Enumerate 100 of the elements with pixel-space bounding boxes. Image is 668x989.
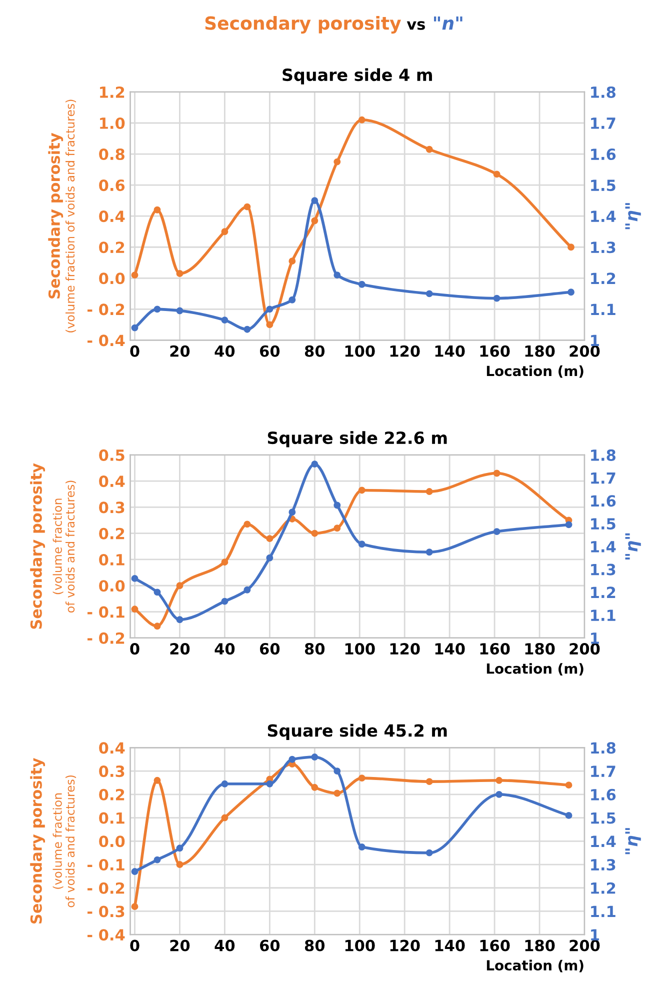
y-tick-label: 0.3 (99, 766, 124, 778)
y-tick-label: 0.1 (99, 554, 124, 566)
y2-tick-label: 1.1 (591, 906, 616, 918)
point (358, 540, 366, 548)
y-tick-label: - 0.4 (88, 334, 125, 346)
y-tick-label: 0.0 (99, 836, 125, 848)
point (266, 321, 274, 328)
point (244, 520, 251, 528)
point (221, 598, 228, 605)
y2-axis-title: "η" (625, 203, 641, 230)
point (266, 554, 274, 562)
y2-tick-label: 1 (591, 929, 599, 940)
point (176, 616, 184, 624)
y2-tick-label: 1.4 (591, 210, 616, 222)
point (493, 170, 500, 178)
point (334, 502, 341, 509)
y-tick-label: 1.2 (100, 86, 124, 98)
x-tick-label: 40 (214, 940, 235, 952)
x-tick-label: 120 (390, 643, 420, 655)
point (154, 588, 161, 596)
y2-tick-label: 1.5 (591, 180, 616, 192)
y-tick-label: 1.0 (100, 117, 125, 130)
x-tick-label: 20 (170, 345, 190, 357)
y-tick-label: - 0.2 (88, 632, 124, 644)
point (221, 814, 228, 822)
point (311, 197, 318, 204)
y2-tick-label: 1.1 (591, 304, 616, 315)
point (221, 228, 228, 236)
y-tick-label: 0.4 (99, 210, 125, 222)
x-tick-label: 160 (480, 940, 510, 952)
y2-axis-title: "η" (625, 828, 641, 854)
y-tick-label: 0.2 (99, 242, 124, 254)
point (176, 582, 184, 590)
point (426, 290, 433, 298)
y-tick-label: 0.6 (99, 180, 125, 192)
point (493, 470, 500, 477)
point (334, 790, 341, 797)
point (176, 861, 184, 868)
y2-tick-label: 1.6 (591, 148, 616, 160)
x-tick-label: 180 (525, 345, 555, 357)
x-tick-label: 0 (130, 940, 140, 952)
x-tick-label: 20 (170, 643, 190, 655)
x-tick-label: 40 (214, 643, 235, 655)
point (496, 776, 503, 784)
y-tick-label: 0.3 (99, 502, 124, 514)
point (565, 521, 572, 528)
point (176, 307, 184, 314)
y2-tick-label: 1.3 (591, 564, 616, 576)
chart-title: Square side 45.2 m (268, 724, 447, 740)
x-tick-label: 100 (345, 643, 375, 655)
y2-tick-label: 1.2 (591, 586, 616, 598)
x-axis-title: Location (m) (486, 365, 584, 378)
point (288, 258, 296, 265)
x-tick-label: 40 (214, 345, 235, 357)
point (288, 756, 296, 763)
point (358, 116, 366, 124)
y-tick-label: 0.5 (99, 449, 124, 461)
point (358, 774, 366, 782)
y-tick-label: 0.2 (99, 528, 124, 540)
point (311, 217, 318, 224)
x-tick-label: 0 (130, 643, 140, 655)
point (334, 272, 341, 279)
y-axis-title: Secondary porosity (volume fraction of voids and fractures) (30, 463, 76, 629)
y-tick-label: - 0.4 (88, 929, 125, 941)
x-tick-label: 60 (260, 643, 280, 655)
point (131, 574, 138, 582)
y2-tick-label: 1.4 (591, 836, 616, 847)
x-tick-label: 200 (570, 940, 600, 952)
x-tick-label: 160 (480, 345, 510, 357)
y2-tick-label: 1.6 (591, 788, 616, 800)
point (244, 203, 251, 210)
text: "n" (434, 16, 462, 30)
chart-title: Square side 4 m (282, 68, 432, 84)
point (131, 272, 138, 279)
point (311, 460, 318, 468)
x-tick-label: 100 (345, 940, 375, 952)
x-tick-label: 60 (260, 940, 280, 952)
point (358, 844, 366, 850)
point (154, 206, 161, 214)
y2-tick-label: 1.8 (591, 742, 616, 754)
y-tick-label: - 0.3 (88, 906, 124, 918)
point (311, 754, 318, 761)
point (311, 530, 318, 537)
y2-tick-label: 1.2 (591, 272, 616, 284)
x-tick-label: 80 (304, 643, 325, 655)
x-axis-title: Location (m) (486, 960, 584, 972)
point (496, 790, 503, 798)
x-tick-label: 80 (304, 345, 325, 357)
point (154, 776, 161, 784)
x-tick-label: 140 (435, 940, 465, 952)
point (568, 288, 574, 296)
point (493, 294, 500, 302)
x-tick-label: 60 (260, 345, 280, 357)
x-tick-label: 140 (435, 643, 465, 655)
point (244, 586, 251, 594)
point (311, 784, 318, 791)
point (221, 558, 228, 566)
y2-tick-label: 1.5 (591, 812, 616, 824)
y-tick-label: - 0.2 (88, 304, 124, 316)
point (493, 528, 500, 536)
